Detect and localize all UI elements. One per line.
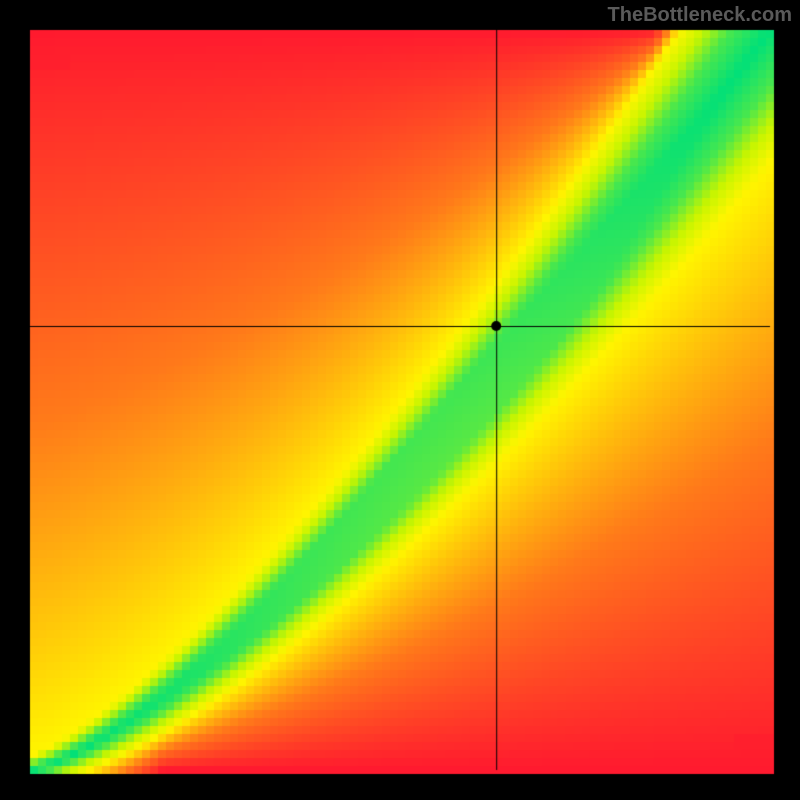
chart-container: TheBottleneck.com xyxy=(0,0,800,800)
heatmap-canvas xyxy=(0,0,800,800)
plot-canvas-wrap xyxy=(0,0,800,800)
watermark-text: TheBottleneck.com xyxy=(608,4,792,27)
